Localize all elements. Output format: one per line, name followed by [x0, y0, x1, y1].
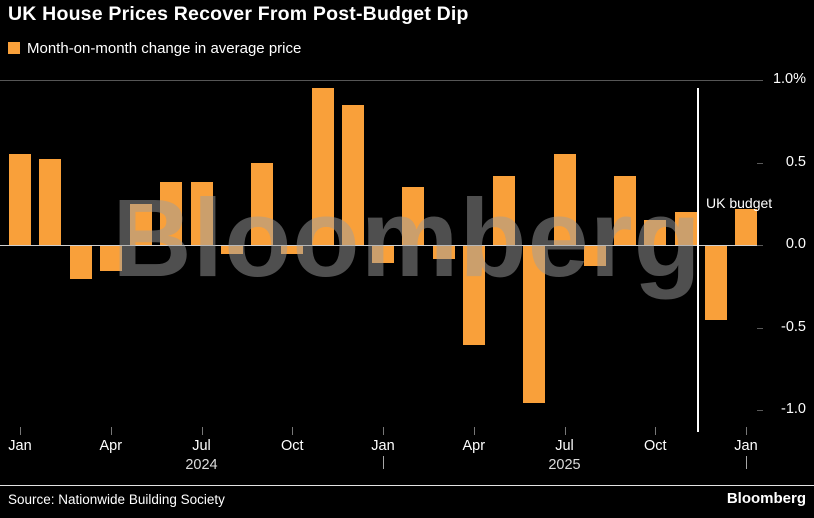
bar-dec-2024 [341, 104, 364, 245]
bar-aug-2024 [220, 246, 243, 255]
x-tick-label: Oct [643, 438, 667, 454]
bar-jun-2024 [160, 182, 183, 245]
bar-feb-2024 [39, 159, 62, 245]
footer-divider [0, 485, 814, 486]
x-axis-tick [110, 427, 112, 435]
x-tick-label: Jan [734, 438, 758, 454]
x-axis-tick [292, 427, 294, 435]
x-tick-label: Jul [192, 438, 211, 454]
bar-jun-2025 [523, 246, 546, 403]
bar-jan-2026 [735, 208, 757, 245]
bar-sep-2024 [251, 162, 273, 245]
year-label: 2024 [185, 457, 218, 473]
zero-baseline [0, 245, 757, 246]
year-label: 2025 [548, 457, 581, 473]
source-note: Source: Nationwide Building Society [8, 492, 225, 507]
bar-may-2025 [493, 175, 515, 245]
x-axis-tick [655, 427, 657, 435]
gridline-top [0, 80, 757, 81]
bar-oct-2024 [281, 246, 304, 255]
bar-jul-2025 [553, 154, 576, 245]
bar-apr-2025 [462, 246, 485, 345]
y-axis-tick [757, 327, 763, 329]
y-tick-label: -1.0 [781, 401, 806, 417]
x-tick-label: Oct [280, 438, 304, 454]
bar-dec-2025 [704, 246, 727, 321]
x-axis-tick [383, 427, 384, 435]
y-axis-tick [757, 245, 763, 246]
bar-apr-2024 [99, 246, 122, 271]
y-tick-label: -0.5 [781, 318, 806, 335]
bar-nov-2025 [674, 212, 697, 245]
bar-may-2024 [130, 203, 152, 245]
chart-title: UK House Prices Recover From Post-Budget… [8, 3, 469, 25]
bar-oct-2025 [644, 220, 667, 245]
x-axis-tick [746, 427, 747, 435]
plot-area [0, 80, 757, 410]
bar-mar-2025 [432, 246, 455, 260]
y-axis-tick [757, 80, 763, 81]
x-axis-tick [201, 427, 203, 435]
x-axis-tick [564, 427, 566, 435]
bar-jan-2025 [372, 246, 394, 263]
bar-aug-2025 [583, 246, 606, 266]
bar-jul-2024 [190, 182, 213, 245]
year-separator-tick [383, 456, 384, 469]
bloomberg-logo: Bloomberg [726, 490, 806, 507]
bar-jan-2024 [9, 154, 31, 245]
x-axis-tick [473, 427, 475, 435]
budget-event-line [697, 88, 699, 432]
bar-feb-2025 [402, 187, 425, 245]
x-axis-tick [20, 427, 21, 435]
y-axis-tick [757, 162, 763, 164]
y-tick-label: 0.5 [785, 153, 806, 170]
legend-label: Month-on-month change in average price [27, 40, 302, 57]
bar-sep-2025 [614, 175, 636, 245]
x-tick-label: Apr [99, 438, 123, 454]
x-tick-label: Apr [462, 438, 486, 454]
y-tick-label: 0.0 [785, 236, 806, 252]
budget-annotation-label: UK budget [706, 195, 773, 211]
y-axis-tick [757, 410, 763, 411]
bar-mar-2024 [69, 246, 92, 279]
year-separator-tick [746, 456, 747, 469]
x-tick-label: Jul [555, 438, 574, 454]
legend-swatch-icon [8, 42, 20, 54]
x-tick-label: Jan [371, 438, 395, 454]
bar-nov-2024 [311, 88, 334, 245]
y-tick-label: 1.0% [772, 71, 806, 87]
x-tick-label: Jan [8, 438, 32, 454]
